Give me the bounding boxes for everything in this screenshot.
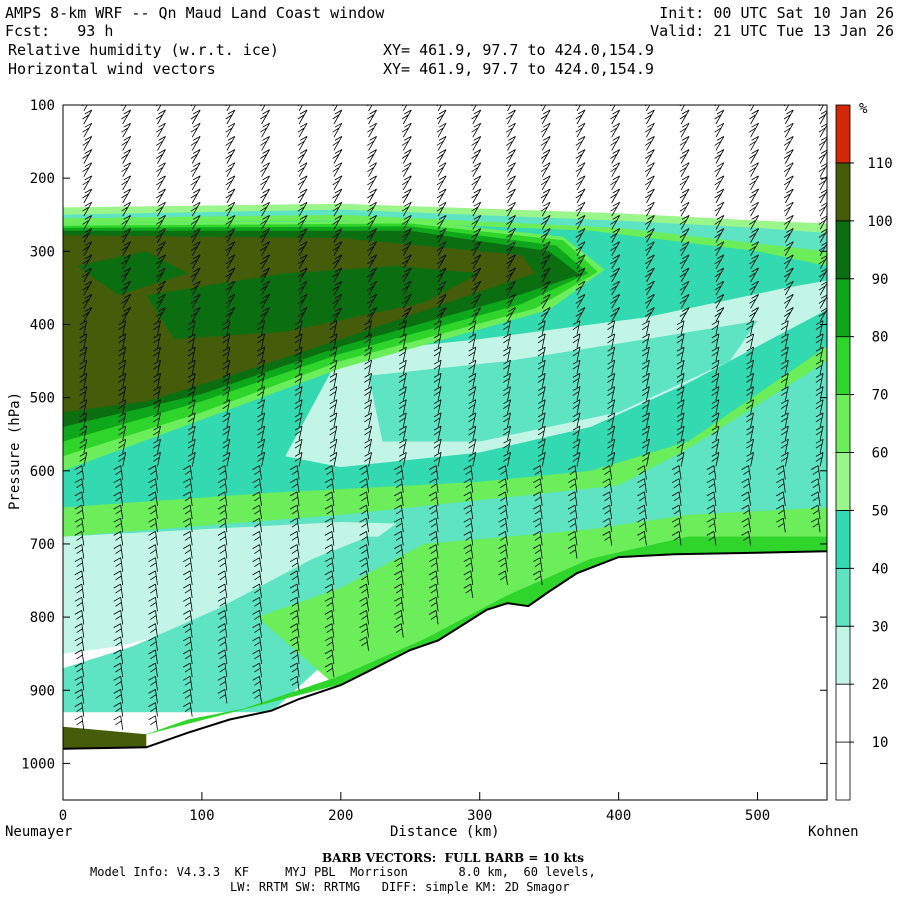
y-tick-label-0: 100 — [30, 98, 55, 114]
wind-barb-column-15 — [602, 105, 621, 546]
field-label-wind: Horizontal wind vectors — [8, 60, 216, 78]
y-tick-label-6: 700 — [30, 537, 55, 553]
colorbar-label-7: 80 — [872, 330, 889, 346]
right-endpoint-label: Kohnen — [808, 824, 859, 840]
left-endpoint-label: Neumayer — [5, 824, 73, 840]
y-tick-label-5: 600 — [30, 464, 55, 480]
field-label-rh: Relative humidity (w.r.t. ice) — [8, 41, 279, 59]
wind-barb-column-6 — [289, 105, 308, 691]
colorbar-swatch-6 — [835, 394, 851, 453]
colorbar-swatch-8 — [835, 278, 851, 338]
rh-band-5 — [368, 320, 758, 442]
x-tick-label-0: 0 — [59, 808, 67, 824]
colorbar-label-4: 50 — [872, 503, 889, 519]
model-info-2: LW: RRTM SW: RRTMG DIFF: simple KM: 2D S… — [230, 880, 570, 894]
rh-field — [63, 105, 827, 800]
wind-barb-column-20 — [776, 105, 794, 533]
colorbar-label-2: 30 — [872, 619, 889, 635]
y-tick-label-4: 500 — [30, 391, 55, 407]
x-tick-label-2: 200 — [328, 808, 353, 824]
wind-barb-column-14 — [567, 105, 586, 559]
x-tick-label-1: 100 — [189, 808, 214, 824]
y-tick-label-2: 300 — [30, 244, 55, 260]
colorbar-swatch-2 — [835, 625, 851, 685]
y-tick-label-3: 400 — [30, 317, 55, 333]
colorbar-swatch-1 — [835, 683, 851, 743]
wind-barb-column-11 — [463, 105, 482, 599]
wind-barb-column-19 — [741, 105, 759, 546]
wind-barb-column-1 — [113, 105, 132, 730]
wind-barb-column-17 — [671, 105, 690, 546]
colorbar-unit: % — [859, 101, 868, 117]
wind-barb-column-3 — [183, 105, 201, 717]
cross-section-endpoints-2: XY= 461.9, 97.7 to 424.0,154.9 — [383, 60, 654, 78]
chart-title: AMPS 8-km WRF -- Qn Maud Land Coast wind… — [5, 4, 385, 22]
colorbar-label-5: 60 — [872, 446, 889, 462]
colorbar-label-1: 20 — [872, 677, 889, 693]
wind-barb-column-12 — [498, 105, 516, 585]
colorbar-label-8: 90 — [872, 272, 889, 288]
y-tick-label-1: 200 — [30, 171, 55, 187]
wind-barbs — [74, 105, 827, 730]
wind-barb-column-5 — [252, 105, 270, 704]
colorbar-label-0: 10 — [872, 735, 889, 751]
colorbar-swatch-11 — [835, 104, 851, 164]
rh-band-13 — [63, 522, 397, 654]
colorbar-swatch-0 — [835, 741, 851, 801]
colorbar-swatch-9 — [835, 220, 851, 280]
colorbar-swatch-10 — [835, 162, 851, 222]
wind-barb-column-7 — [324, 105, 343, 678]
init-time: Init: 00 UTC Sat 10 Jan 26 — [659, 4, 894, 22]
colorbar-label-6: 70 — [872, 388, 889, 404]
wind-barb-column-13 — [533, 105, 551, 585]
wind-barb-column-10 — [428, 105, 447, 625]
colorbar-swatch-3 — [835, 567, 851, 627]
wind-barb-column-21 — [810, 105, 827, 533]
colorbar-swatch-7 — [835, 336, 851, 395]
x-tick-label-4: 400 — [606, 808, 631, 824]
terrain — [63, 551, 827, 800]
barb-legend: BARB VECTORS: FULL BARB = 10 kts — [322, 851, 585, 865]
y-axis-label: Pressure (hPa) — [7, 391, 23, 510]
terrain-surface-line — [63, 550, 827, 750]
plot-frame — [62, 104, 828, 801]
colorbar-label-10: 110 — [867, 156, 892, 172]
cross-section-endpoints: XY= 461.9, 97.7 to 424.0,154.9 — [383, 41, 654, 59]
valid-time: Valid: 21 UTC Tue 13 Jan 26 — [650, 22, 894, 40]
colorbar-swatch-5 — [835, 452, 851, 511]
model-info: Model Info: V4.3.3 KF MYJ PBL Morrison 8… — [90, 865, 596, 879]
colorbar-label-9: 100 — [867, 214, 892, 230]
y-tick-label-7: 800 — [30, 610, 55, 626]
forecast-hour: Fcst: 93 h — [5, 22, 114, 40]
colorbar-label-3: 40 — [872, 561, 889, 577]
y-tick-label-9: 1000 — [21, 756, 55, 772]
colorbar-swatch-4 — [835, 510, 851, 569]
wind-barb-column-18 — [706, 105, 725, 546]
rh-band-14 — [63, 536, 425, 713]
wind-barb-column-2 — [148, 105, 166, 730]
rh-band-12 — [76, 251, 188, 296]
x-tick-label-5: 500 — [745, 808, 770, 824]
x-axis-label: Distance (km) — [390, 824, 500, 840]
wind-barb-column-9 — [394, 105, 412, 638]
y-tick-label-8: 900 — [30, 683, 55, 699]
wind-barb-column-4 — [217, 105, 236, 704]
x-tick-label-3: 300 — [467, 808, 492, 824]
wind-barb-column-8 — [359, 105, 377, 651]
wind-barb-column-16 — [637, 105, 655, 546]
wind-barb-column-0 — [74, 105, 93, 730]
